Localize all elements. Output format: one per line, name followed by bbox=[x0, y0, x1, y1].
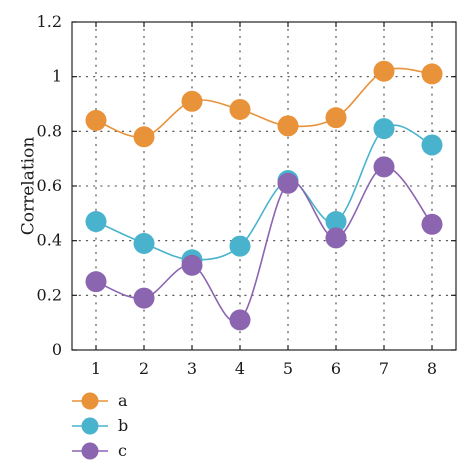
legend-label: b bbox=[118, 416, 128, 435]
series-b-point bbox=[325, 211, 347, 233]
x-tick-label: 3 bbox=[187, 359, 197, 378]
series-b-point bbox=[133, 232, 155, 254]
series-c bbox=[85, 156, 443, 331]
grid bbox=[71, 21, 457, 351]
x-tick-label: 4 bbox=[235, 359, 245, 378]
x-tick-label: 5 bbox=[283, 359, 293, 378]
series-c-point bbox=[325, 227, 347, 249]
series-a-point bbox=[85, 109, 107, 131]
series-a-point bbox=[133, 126, 155, 148]
series-c-point bbox=[373, 156, 395, 178]
y-tick-label: 0.8 bbox=[37, 121, 62, 140]
series-c-point bbox=[277, 172, 299, 194]
y-axis-title: Correlation bbox=[19, 137, 39, 236]
x-tick-label: 1 bbox=[91, 359, 101, 378]
series-a-point bbox=[229, 98, 251, 120]
series-b-point bbox=[373, 118, 395, 140]
series-b-point bbox=[229, 235, 251, 257]
series-c-point bbox=[133, 287, 155, 309]
x-tick-label: 6 bbox=[331, 359, 341, 378]
y-tick-label: 0 bbox=[52, 340, 62, 359]
legend-item-c: c bbox=[72, 441, 127, 460]
x-tick-label: 7 bbox=[379, 359, 389, 378]
series-c-point bbox=[229, 309, 251, 331]
legend-swatch-marker bbox=[81, 417, 99, 435]
legend-item-b: b bbox=[72, 416, 128, 435]
series-c-point bbox=[181, 254, 203, 276]
legend-swatch-marker bbox=[81, 392, 99, 410]
legend: abc bbox=[72, 391, 128, 460]
series-a bbox=[85, 60, 443, 148]
series-a-point bbox=[325, 107, 347, 129]
legend-swatch-marker bbox=[81, 442, 99, 460]
series-c-point bbox=[421, 213, 443, 235]
series-c-point bbox=[85, 271, 107, 293]
series-b-point bbox=[85, 211, 107, 233]
axis-ticks: 0 0.2 0.4 0.6 0.8 1 1.2 1 2 3 4 5 6 7 8 bbox=[37, 12, 456, 378]
x-tick-label: 2 bbox=[139, 359, 149, 378]
series-a-point bbox=[181, 90, 203, 112]
series-a-point bbox=[277, 115, 299, 137]
series-a-point bbox=[373, 60, 395, 82]
y-tick-label: 1 bbox=[52, 67, 62, 86]
x-tick-label: 8 bbox=[427, 359, 437, 378]
series-group bbox=[85, 60, 443, 331]
y-tick-label: 1.2 bbox=[37, 12, 62, 31]
legend-label: a bbox=[118, 391, 128, 410]
y-tick-label: 0.4 bbox=[37, 231, 62, 250]
series-a-point bbox=[421, 63, 443, 85]
y-tick-label: 0.6 bbox=[37, 176, 62, 195]
y-tick-label: 0.2 bbox=[37, 285, 62, 304]
legend-label: c bbox=[118, 441, 127, 460]
series-b-point bbox=[421, 134, 443, 156]
legend-item-a: a bbox=[72, 391, 128, 410]
